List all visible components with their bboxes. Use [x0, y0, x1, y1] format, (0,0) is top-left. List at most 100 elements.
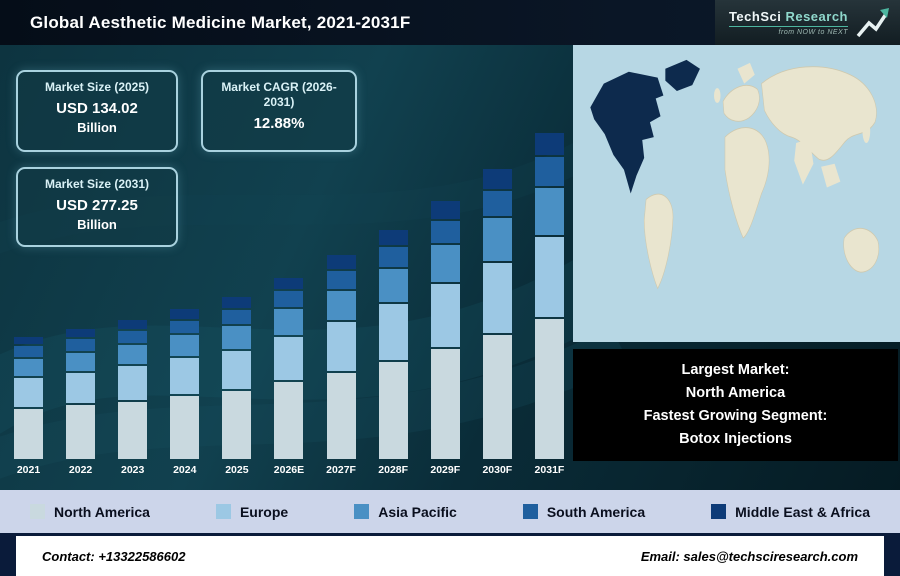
- note-line: Botox Injections: [679, 431, 792, 447]
- bar-segment-asia-pacific: [534, 187, 564, 236]
- bar-2028F: 2028F: [378, 229, 409, 477]
- island-uk: [713, 88, 721, 103]
- logo-arrow-icon: [856, 7, 889, 37]
- continent-australia: [843, 227, 880, 273]
- email-text: Email: sales@techsciresearch.com: [640, 548, 858, 564]
- continent-india: [794, 138, 814, 185]
- legend-swatch: [354, 504, 370, 519]
- legend-item-europe: Europe: [215, 504, 288, 520]
- bar-segment-asia-pacific: [66, 352, 96, 372]
- bar-segment-middle-east-africa: [170, 308, 200, 319]
- bar-2030F: 2030F: [482, 169, 513, 477]
- bar-2022: 2022: [65, 329, 96, 477]
- legend-item-middle-east-africa: Middle East & Africa: [711, 504, 870, 520]
- bar-2029F: 2029F: [430, 201, 461, 477]
- bar-segment-north-america: [482, 335, 512, 459]
- bar-2026E: 2026E: [273, 277, 305, 477]
- bar-segment-europe: [326, 321, 356, 371]
- legend-swatch: [215, 504, 231, 519]
- legend-label: South America: [546, 503, 646, 520]
- stat-label: Market CAGR (2026-2031): [221, 80, 337, 109]
- x-axis-label: 2022: [68, 464, 93, 476]
- stat-unit: Billion: [77, 217, 117, 232]
- footer: Contact: +13322586602 Email: sales@techs…: [0, 533, 900, 576]
- bar-segment-europe: [222, 350, 252, 390]
- bar-segment-south-america: [66, 339, 96, 351]
- bar-2025: 2025: [221, 297, 252, 477]
- legend-label: Middle East & Africa: [735, 503, 870, 520]
- logo-brand: TechSci Research: [728, 9, 848, 24]
- x-axis-label: 2030F: [482, 464, 513, 476]
- bar-segment-europe: [66, 373, 96, 404]
- bar-segment-middle-east-africa: [378, 229, 408, 246]
- bar-segment-europe: [274, 336, 304, 381]
- note-line: Largest Market:: [681, 362, 790, 378]
- bar-segment-asia-pacific: [482, 218, 512, 261]
- continent-africa: [724, 127, 770, 239]
- page-title: Global Aesthetic Medicine Market, 2021-2…: [30, 12, 411, 32]
- bar-segment-asia-pacific: [14, 358, 43, 376]
- stat-unit: Billion: [77, 120, 117, 135]
- bar-segment-asia-pacific: [274, 308, 304, 335]
- world-map: [573, 45, 900, 342]
- bar-segment-south-america: [326, 270, 356, 289]
- bar-segment-asia-pacific: [378, 269, 408, 303]
- bar-segment-south-america: [430, 220, 460, 244]
- x-axis-label: 2031F: [534, 464, 565, 476]
- bar-segment-middle-east-africa: [14, 337, 43, 345]
- bar-2027F: 2027F: [326, 255, 357, 477]
- note-line: North America: [685, 385, 786, 401]
- stat-market-cagr: Market CAGR (2026-2031) 12.88%: [201, 70, 357, 152]
- stat-market-size-2025: Market Size (2025) USD 134.02 Billion: [16, 70, 178, 152]
- bar-segment-south-america: [274, 291, 304, 307]
- bar-segment-north-america: [430, 348, 460, 459]
- x-axis-label: 2026E: [273, 464, 305, 476]
- bar-segment-north-america: [378, 361, 408, 459]
- bar-segment-middle-east-africa: [326, 255, 356, 269]
- main-canvas: Market Size (2025) USD 134.02 Billion Ma…: [0, 45, 900, 490]
- x-axis-label: 2024: [173, 464, 197, 476]
- techsci-logo: TechSci Research from NOW to NEXT: [715, 0, 900, 45]
- bar-segment-north-america: [170, 395, 200, 459]
- footer-accent-right: [884, 536, 900, 576]
- stat-label: Market Size (2031): [44, 177, 150, 191]
- continent-asia: [761, 66, 877, 161]
- stat-value: USD 134.02: [56, 100, 138, 117]
- bar-segment-north-america: [118, 401, 148, 459]
- bar-segment-south-america: [378, 247, 408, 268]
- bar-2024: 2024: [169, 308, 200, 477]
- x-axis-label: 2027F: [326, 464, 356, 476]
- island-japan: [862, 119, 871, 144]
- x-axis-label: 2023: [121, 464, 145, 476]
- continent-europe: [722, 85, 760, 122]
- legend-swatch: [711, 504, 727, 519]
- bar-segment-north-america: [534, 319, 564, 459]
- bar-segment-europe: [14, 377, 43, 407]
- x-axis-label: 2028F: [378, 464, 409, 476]
- legend-swatch: [30, 504, 45, 519]
- legend-label: Asia Pacific: [378, 503, 457, 520]
- bar-2021: 2021: [13, 337, 44, 477]
- legend-item-south-america: South America: [522, 503, 646, 520]
- stat-value: 12.88%: [253, 115, 305, 132]
- bar-segment-middle-east-africa: [274, 277, 304, 290]
- bar-segment-south-america: [170, 320, 200, 334]
- stat-market-size-2031: Market Size (2031) USD 277.25 Billion: [16, 167, 178, 247]
- market-note: Largest Market: North America Fastest Gr…: [573, 349, 898, 461]
- stat-value: USD 277.25: [56, 197, 138, 214]
- bar-segment-middle-east-africa: [482, 169, 512, 190]
- header: Global Aesthetic Medicine Market, 2021-2…: [0, 0, 900, 45]
- bar-segment-middle-east-africa: [222, 297, 252, 309]
- legend-label: North America: [54, 503, 150, 520]
- x-axis-label: 2025: [225, 464, 249, 476]
- bar-segment-north-america: [274, 382, 304, 459]
- bar-segment-asia-pacific: [430, 245, 460, 283]
- bar-segment-north-america: [66, 405, 96, 459]
- bar-segment-europe: [170, 358, 200, 394]
- bar-segment-north-america: [326, 373, 356, 459]
- bar-segment-asia-pacific: [326, 290, 356, 320]
- legend-swatch: [522, 504, 538, 519]
- chart-legend: North America Europe Asia Pacific South Ame…: [0, 490, 900, 533]
- continent-scandinavia: [737, 62, 755, 84]
